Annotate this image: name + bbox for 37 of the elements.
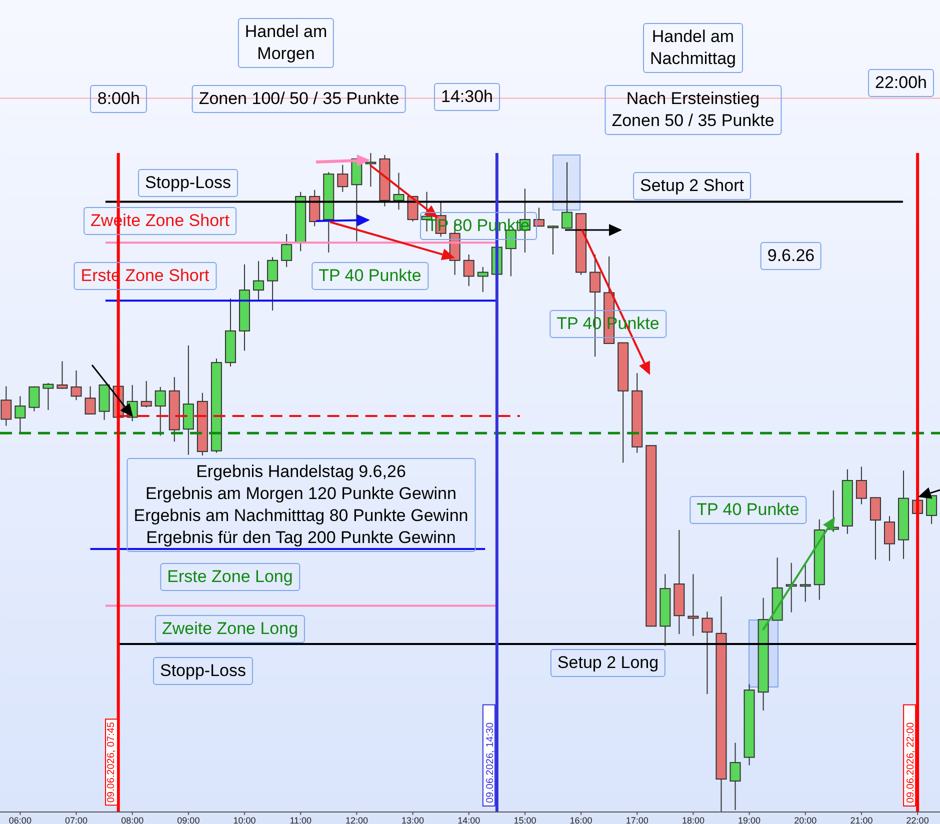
annotation: 8:00h <box>97 88 140 110</box>
annotation: Setup 2 Short <box>640 175 744 197</box>
x-tick-label: 18:00 <box>682 815 704 824</box>
text: 14:30h <box>441 86 493 108</box>
x-tick-label: 16:00 <box>570 815 592 824</box>
text: Nach Ersteinstieg Zonen 50 / 35 Punkte <box>612 88 774 132</box>
annotation: 9.6.26 <box>767 245 815 267</box>
x-tick-label: 09:00 <box>177 815 200 824</box>
annotation: TP 40 Punkte <box>318 265 422 287</box>
annotation: TP 40 Punkte <box>696 499 800 521</box>
annotation: Erste Zone Long <box>167 566 293 588</box>
x-tick-label: 15:00 <box>514 815 536 824</box>
text: Handel am Nachmittag <box>650 26 736 70</box>
x-tick-label: 17:00 <box>626 815 648 824</box>
annotation: Stopp-Loss <box>160 660 246 682</box>
x-tick-label: 06:00 <box>8 815 32 824</box>
annotation: Setup 2 Long <box>557 652 659 674</box>
x-tick-label: 11:00 <box>290 815 312 824</box>
x-tick-label: 07:00 <box>65 815 88 824</box>
x-tick-label: 12:00 <box>345 815 368 824</box>
x-tick-label: 20:00 <box>794 815 817 824</box>
text: 22:00h <box>875 72 927 94</box>
annotation: Zweite Zone Long <box>162 618 298 640</box>
annotation: Stopp-Loss <box>145 172 231 194</box>
text: Handel am Morgen <box>244 21 328 65</box>
x-tick-label: 22:00 <box>906 815 929 824</box>
x-tick-label: 13:00 <box>402 815 424 824</box>
text: Zonen 100/ 50 / 35 Punkte <box>198 88 400 110</box>
annotation: 09.06.2026, 07:45 <box>105 719 118 806</box>
x-tick-label: 19:00 <box>738 815 761 824</box>
x-tick-label: 14:00 <box>458 815 480 824</box>
x-tick-label: 10:00 <box>233 815 256 824</box>
annotation: Ergebnis Handelstag 9.6,26 Ergebnis am Morgen 120 Punkte Gewinn Ergebnis am Nachmitttag 80 Punkte Gewinn Ergebnis für den Tag 200 Punkte Gewinn <box>134 461 468 549</box>
x-tick-label: 21:00 <box>850 815 873 824</box>
ref-line-label: 09.06.2026, 14:30 <box>484 722 496 803</box>
ref-line-label: 09.06.2026, 22:00 <box>906 722 917 803</box>
x-tick-label: 08:00 <box>121 815 144 824</box>
